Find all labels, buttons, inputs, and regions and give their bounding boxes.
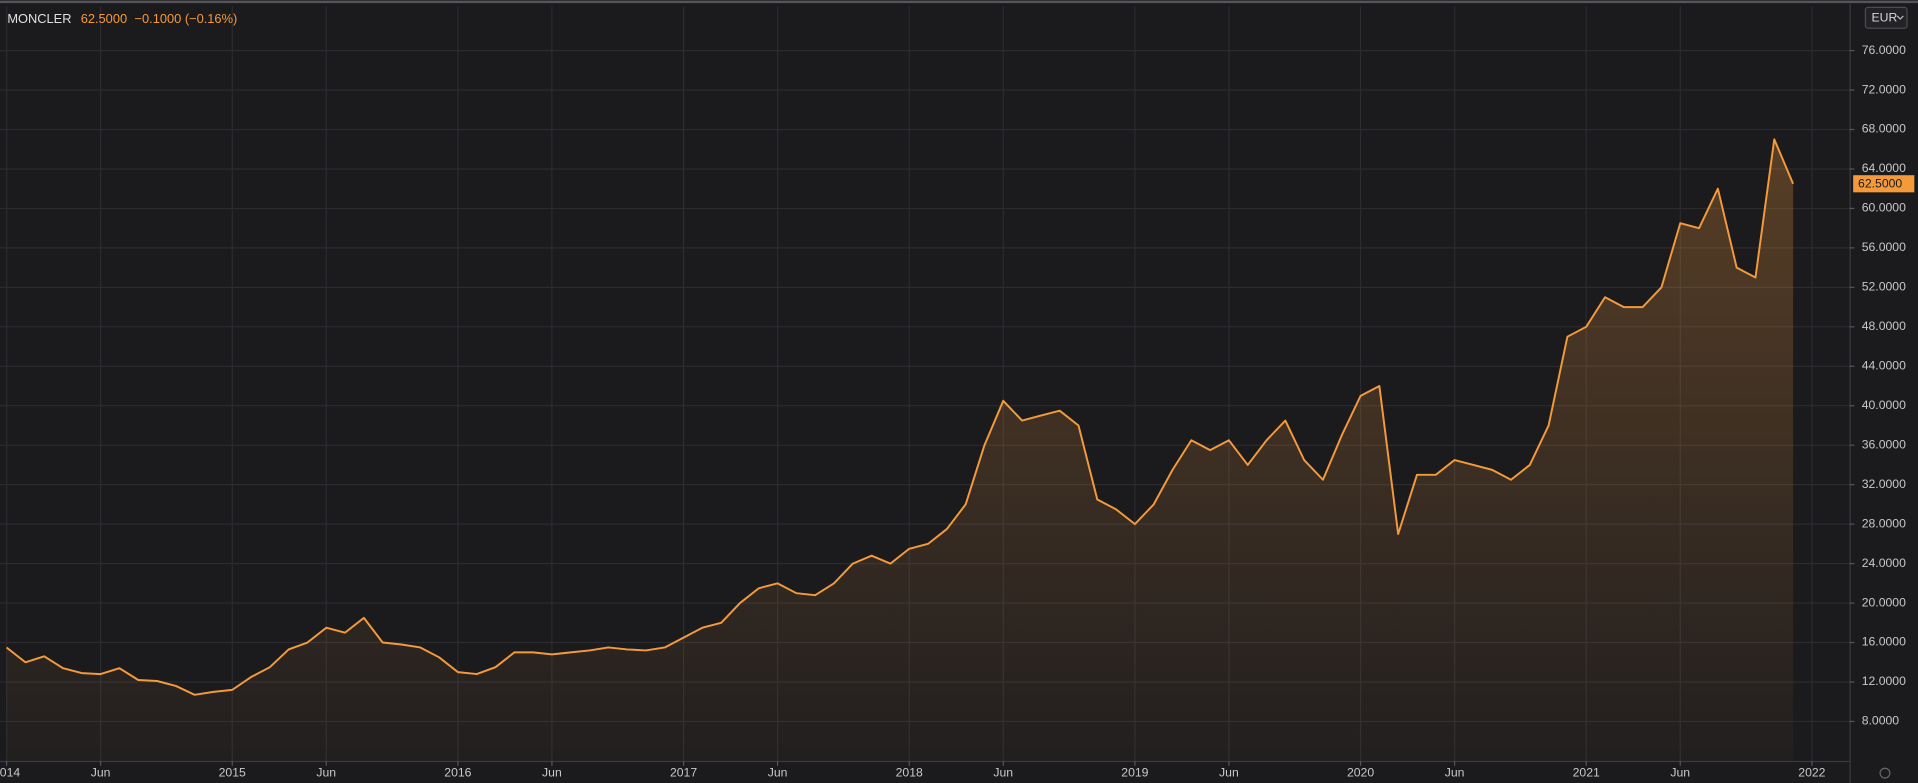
x-tick-label: 2022 bbox=[1798, 765, 1825, 779]
y-tick-label: 24.0000 bbox=[1862, 556, 1906, 570]
dropdown-caret[interactable] bbox=[1896, 15, 1904, 20]
y-tick-label: 16.0000 bbox=[1862, 635, 1906, 649]
symbol: MONCLER bbox=[7, 11, 71, 26]
price: 62.5000 bbox=[81, 11, 127, 26]
x-tick-label: 2016 bbox=[444, 765, 471, 779]
y-tick-label: 64.0000 bbox=[1862, 161, 1906, 175]
y-tick-label: 60.0000 bbox=[1862, 201, 1906, 215]
labels: 8.0000 12.0000 16.0000 20.0000 24.0000 28.000… bbox=[0, 43, 1915, 779]
x-tick-label: 2020 bbox=[1347, 765, 1374, 779]
currency-dropdown[interactable] bbox=[1864, 6, 1908, 29]
y-tick-label: 48.0000 bbox=[1862, 319, 1906, 333]
x-tick-label: 2015 bbox=[219, 765, 246, 779]
y-tick-label: 28.0000 bbox=[1862, 516, 1906, 530]
x-tick-label: Jun bbox=[91, 765, 111, 779]
settings-icon[interactable] bbox=[1879, 767, 1891, 779]
y-tick-label: 76.0000 bbox=[1862, 43, 1906, 57]
y-tick-label: 72.0000 bbox=[1862, 82, 1906, 96]
y-tick-label: 44.0000 bbox=[1862, 359, 1906, 373]
x-tick-label: Jun bbox=[1219, 765, 1239, 779]
y-tick-label: 8.0000 bbox=[1862, 714, 1900, 728]
y-tick-label: 20.0000 bbox=[1862, 595, 1906, 609]
y-tick-label: 12.0000 bbox=[1862, 674, 1906, 688]
price-line bbox=[5, 138, 1794, 696]
x-tick-label: Jun bbox=[1445, 765, 1465, 779]
x-tick-label: 2017 bbox=[670, 765, 697, 779]
y-tick-label: 56.0000 bbox=[1862, 240, 1906, 254]
x-tick-label: 2018 bbox=[896, 765, 923, 779]
area bbox=[6, 139, 1794, 761]
x-tick-label: 2019 bbox=[1121, 765, 1148, 779]
x-tick-label: Jun bbox=[542, 765, 562, 779]
last-price-label: 62.5000 bbox=[1858, 177, 1902, 191]
y-tick-label: 40.0000 bbox=[1862, 398, 1906, 412]
y-tick-label: 32.0000 bbox=[1862, 477, 1906, 491]
x-tick-label: Jun bbox=[316, 765, 336, 779]
x-tick-label: Jun bbox=[993, 765, 1013, 779]
x-tick-label: 2021 bbox=[1573, 765, 1600, 779]
plot bbox=[5, 138, 1794, 761]
change: −0.1000 (−0.16%) bbox=[135, 11, 238, 26]
x-tick-label: Jun bbox=[768, 765, 788, 779]
y-tick-label: 36.0000 bbox=[1862, 437, 1906, 451]
y-tick-label: 68.0000 bbox=[1862, 122, 1906, 136]
x-tick-label: 2014 bbox=[0, 765, 20, 779]
x-tick-label: Jun bbox=[1670, 765, 1690, 779]
last-price-badge bbox=[1853, 175, 1915, 193]
y-tick-label: 52.0000 bbox=[1862, 280, 1906, 294]
currency-label[interactable]: EUR bbox=[1872, 11, 1898, 25]
